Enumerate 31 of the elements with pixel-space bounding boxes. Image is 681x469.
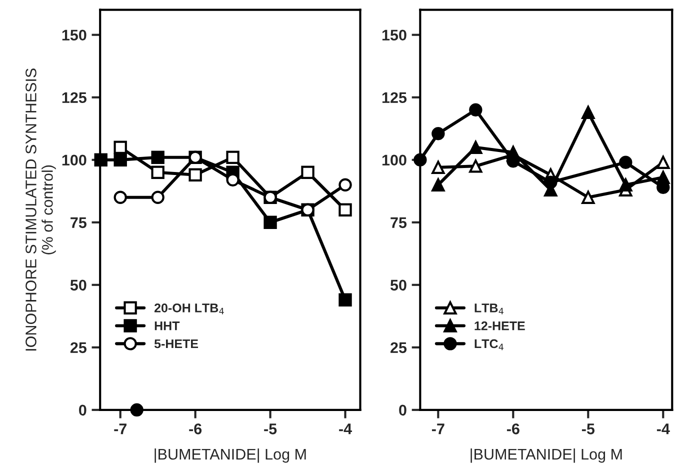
y-tick-label: 150 <box>382 30 406 41</box>
x-tick-label: -7 <box>114 424 126 434</box>
x-axis-title: |BUMETANIDE| Log M <box>154 448 306 463</box>
y-tick-label: 50 <box>70 280 86 291</box>
y-tick-label: 100 <box>382 154 406 166</box>
legend-label: 20-OH LTB$_{4}$ <box>154 304 224 314</box>
y-tick-label: 0 <box>79 404 86 416</box>
legend-label: 12-HETE <box>474 321 525 330</box>
x-tick-label: -5 <box>582 424 595 434</box>
y-tick-label: 125 <box>62 92 86 104</box>
y-tick-label: 125 <box>382 92 407 104</box>
y-tick-label: 75 <box>390 217 407 228</box>
x-tick-label: -6 <box>189 424 202 434</box>
y-tick-label: 100 <box>62 154 86 166</box>
y-tick-label: 75 <box>70 217 86 228</box>
x-tick-label: -4 <box>656 424 670 434</box>
x-tick-label: -7 <box>432 424 444 434</box>
x-tick-label: -5 <box>264 424 277 434</box>
x-axis-title: |BUMETANIDE| Log M <box>470 448 622 463</box>
legend-label: 5-HETE <box>154 339 198 348</box>
y-tick-label: 150 <box>62 30 86 41</box>
x-tick-label: -6 <box>506 424 520 434</box>
legend-label: LTC$_{4}$ <box>474 339 504 350</box>
legend-label: HHT <box>154 322 180 330</box>
y-axis-title: IONOPHORE STIMULATED SYNTHESIS (% of control) <box>26 68 56 351</box>
x-tick-label: -4 <box>339 424 352 434</box>
y-tick-label: 25 <box>390 342 407 354</box>
y-tick-label: 0 <box>399 404 406 416</box>
y-tick-label: 25 <box>70 342 86 354</box>
legend-label: LTB$_{4}$ <box>474 304 504 314</box>
y-tick-label: 50 <box>390 280 406 291</box>
